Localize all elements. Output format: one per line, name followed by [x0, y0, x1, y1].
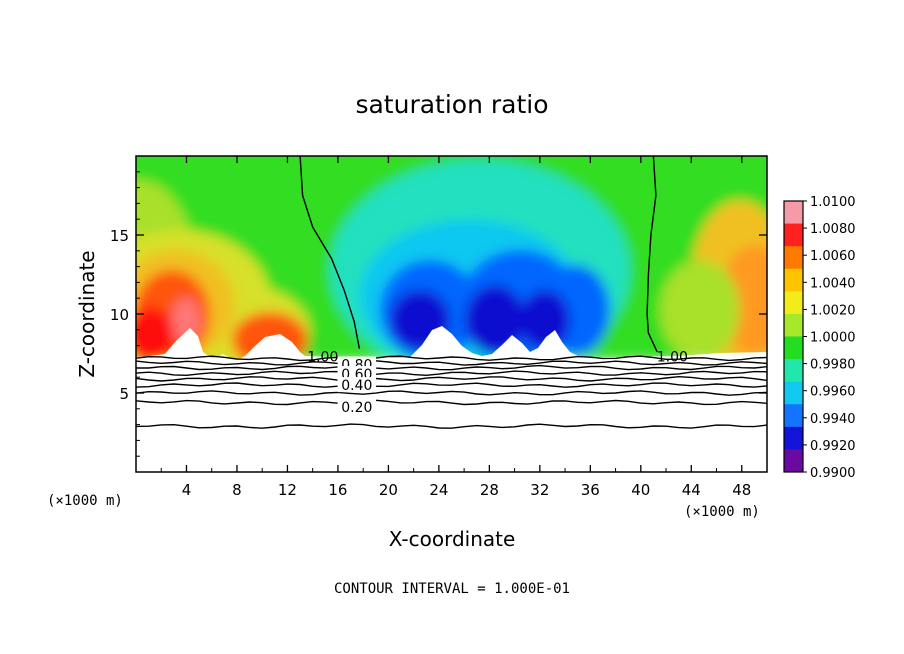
x-tick-label: 20 — [379, 481, 398, 499]
plot-area: 1.00 0.800.600.400.201.00 — [136, 156, 767, 472]
y-tick-label: 5 — [119, 385, 129, 403]
colorbar-segment — [784, 426, 803, 450]
x-axis-title: X-coordinate — [389, 527, 516, 551]
x-tick-label: 4 — [182, 481, 192, 499]
colorbar-label: 1.0060 — [810, 249, 856, 264]
contour-labels: 1.00 0.800.600.400.201.00 — [307, 350, 688, 417]
colorbar-segment — [784, 449, 803, 473]
contour-label: 1.00 — [307, 350, 338, 366]
colorbar-label: 0.9900 — [810, 466, 856, 481]
x-tick-label: 24 — [429, 481, 448, 499]
colorbar-label: 0.9980 — [810, 358, 856, 373]
colorbar-label: 1.0020 — [810, 303, 856, 318]
chart-title: saturation ratio — [355, 90, 548, 119]
saturation-field — [136, 156, 767, 472]
x-axis: 4 8 12 16 20 24 28 32 36 40 44 48 — [160, 156, 751, 499]
x-tick-label: 28 — [480, 481, 499, 499]
x-unit-right: (×1000 m) — [684, 504, 760, 520]
contour-label: 1.00 — [657, 350, 688, 366]
colorbar-segment — [784, 336, 803, 360]
contour-lines — [136, 156, 767, 429]
contour-label-bg — [337, 377, 377, 393]
y-tick-label: 15 — [110, 227, 129, 245]
colorbar-label: 0.9920 — [810, 439, 856, 454]
saturation-contour-left — [299, 156, 361, 349]
y-axis: 5 10 15 — [110, 171, 767, 457]
contour-label: 0.40 — [341, 378, 372, 394]
y-tick-label: 10 — [110, 306, 129, 324]
y-axis-title: Z-coordinate — [75, 250, 99, 377]
contour-line — [136, 355, 767, 362]
contour-label-bg — [337, 399, 377, 415]
colorbar-label: 0.9940 — [810, 412, 856, 427]
colorbar-label: 0.9960 — [810, 385, 856, 400]
contour-line — [136, 399, 767, 406]
x-tick-label: 32 — [530, 481, 549, 499]
colorbar: 1.0100 1.0080 1.0060 1.0040 1.0020 1.0000 0.99… — [783, 195, 856, 481]
colorbar-segment — [784, 381, 803, 405]
contour-line — [136, 390, 767, 396]
x-tick-label: 36 — [581, 481, 600, 499]
contour-line — [136, 423, 767, 429]
colorbar-segment — [784, 313, 803, 337]
colorbar-segment — [784, 268, 803, 292]
contour-label: 0.20 — [341, 400, 372, 416]
contour-interval: CONTOUR INTERVAL = 1.000E-01 — [334, 581, 570, 597]
x-tick-label: 8 — [232, 481, 242, 499]
x-tick-label: 16 — [328, 481, 347, 499]
colorbar-segment — [784, 223, 803, 247]
colorbar-segment — [784, 359, 803, 383]
contour-line — [136, 360, 767, 366]
x-tick-label: 12 — [278, 481, 297, 499]
contour-line — [136, 382, 767, 388]
x-tick-label: 48 — [732, 481, 751, 499]
saturation-contour-right — [646, 156, 658, 353]
x-unit-left: (×1000 m) — [47, 493, 123, 509]
contour-line — [136, 375, 767, 382]
colorbar-segment — [784, 246, 803, 270]
colorbar-segment — [784, 291, 803, 315]
colorbar-segment — [784, 404, 803, 428]
x-tick-label: 40 — [631, 481, 650, 499]
colorbar-label: 1.0100 — [810, 195, 856, 210]
x-tick-label: 44 — [682, 481, 701, 499]
colorbar-label: 1.0000 — [810, 331, 856, 346]
colorbar-label: 1.0080 — [810, 222, 856, 237]
colorbar-label: 1.0040 — [810, 276, 856, 291]
colorbar-segment — [784, 201, 803, 225]
contour-line — [136, 364, 767, 371]
contour-line — [136, 370, 767, 377]
